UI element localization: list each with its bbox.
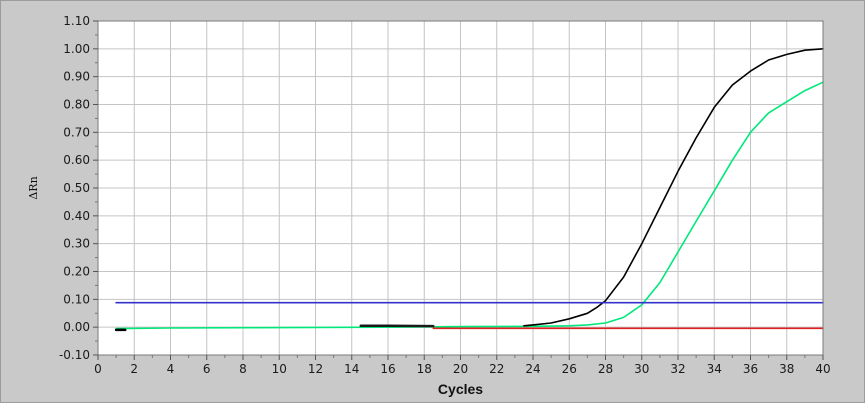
y-tick-label: -0.10 [59,348,90,362]
y-tick-label: 0.70 [63,125,90,139]
x-tick-label: 34 [707,362,722,376]
y-tick-label: 1.00 [63,42,90,56]
x-tick-label: 24 [525,362,540,376]
x-axis-label: Cycles [438,381,483,397]
x-tick-label: 18 [417,362,432,376]
x-tick-label: 10 [272,362,287,376]
x-tick-label: 4 [167,362,175,376]
y-tick-label: 0.60 [63,153,90,167]
x-tick-label: 32 [670,362,685,376]
y-tick-label: 0.90 [63,70,90,84]
y-tick-label: 0.40 [63,209,90,223]
x-tick-label: 20 [453,362,468,376]
x-tick-label: 14 [344,362,359,376]
x-tick-label: 16 [380,362,395,376]
y-tick-label: 0.00 [63,320,90,334]
y-tick-label: 1.10 [63,14,90,28]
x-tick-label: 38 [779,362,794,376]
x-tick-label: 2 [130,362,138,376]
x-tick-label: 8 [239,362,247,376]
x-tick-label: 12 [308,362,323,376]
x-tick-label: 0 [94,362,102,376]
y-tick-label: 0.30 [63,237,90,251]
x-tick-label: 6 [203,362,211,376]
y-tick-label: 0.10 [63,292,90,306]
y-axis-label: ΔRn [27,176,40,199]
y-tick-label: 0.50 [63,181,90,195]
grid-lines [98,21,823,355]
x-tick-label: 28 [598,362,613,376]
y-axis-ticks: -0.10 0.00 0.10 0.20 0.30 0.40 0.50 0.60 0.70 0.8… [59,14,98,362]
x-tick-label: 22 [489,362,504,376]
x-tick-label: 36 [743,362,758,376]
x-tick-label: 26 [562,362,577,376]
x-tick-label: 30 [634,362,649,376]
y-tick-label: 0.80 [63,98,90,112]
y-tick-label: 0.20 [63,265,90,279]
x-tick-label: 40 [815,362,830,376]
